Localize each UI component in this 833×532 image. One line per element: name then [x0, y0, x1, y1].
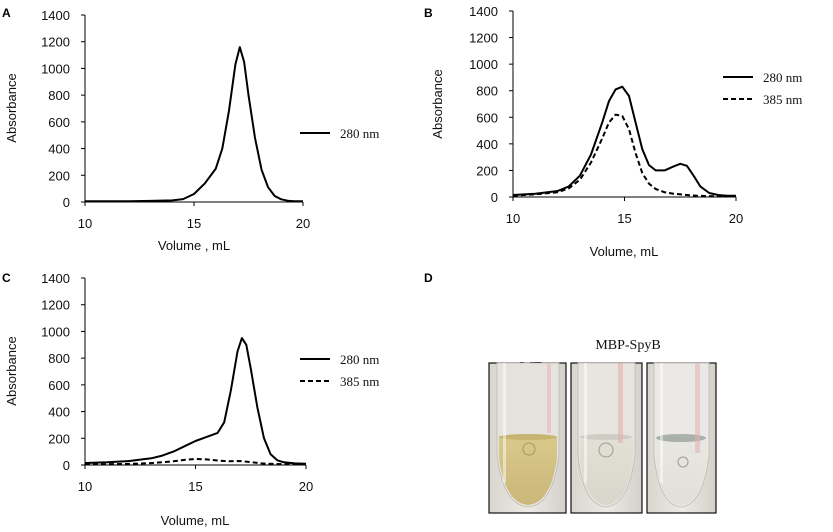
- y-tick-label: 1200: [41, 35, 70, 50]
- chart-c: 0 200 400 600 800 1000 1200 1400 10 15 20 Absorbanc…: [4, 271, 379, 528]
- legend-label: 385 nm: [340, 374, 379, 389]
- chart-a: 0 200 400 600 800 1000 1200 1400 10 15 20 Absorbanc…: [4, 8, 379, 253]
- x-tick-label: 15: [188, 479, 202, 494]
- x-axis-label: Volume, mL: [161, 513, 230, 528]
- panel-d-title: MBP-SpyB: [595, 338, 660, 353]
- y-tick-label: 1200: [469, 31, 498, 46]
- y-tick-label: 1000: [469, 57, 498, 72]
- y-tick-label: 600: [48, 378, 70, 393]
- y-tick-label: 200: [48, 431, 70, 446]
- tube-wt-image: [488, 362, 567, 514]
- tube-double-image: [570, 362, 643, 514]
- y-tick-label: 400: [48, 405, 70, 420]
- x-tick-label: 10: [78, 479, 92, 494]
- y-tick-label: 400: [476, 137, 498, 152]
- x-axis-label: Volume, mL: [590, 244, 659, 259]
- legend-label: 385 nm: [763, 92, 802, 107]
- panel-label-d: D: [424, 271, 433, 285]
- panel-label-c: C: [2, 271, 11, 285]
- y-tick-label: 0: [491, 190, 498, 205]
- panel-d-photo: MBP-SpyB WT Double Quadruple: [488, 338, 717, 514]
- y-tick-label: 800: [476, 84, 498, 99]
- legend-label: 280 nm: [340, 126, 379, 141]
- series-line-385-nm: [512, 113, 737, 198]
- y-tick-label: 200: [48, 168, 70, 183]
- series-line-280-nm: [512, 85, 736, 197]
- y-tick-label: 1000: [41, 324, 70, 339]
- y-axis-label: Absorbance: [430, 69, 445, 138]
- y-tick-label: 1400: [41, 8, 70, 23]
- y-tick-label: 600: [48, 115, 70, 130]
- legend-label: 280 nm: [340, 352, 379, 367]
- x-tick-label: 10: [506, 211, 520, 226]
- y-tick-label: 600: [476, 110, 498, 125]
- y-tick-label: 1400: [41, 271, 70, 286]
- panel-label-b: B: [424, 6, 433, 20]
- x-tick-label: 15: [617, 211, 631, 226]
- x-tick-label: 10: [78, 216, 92, 231]
- chart-b: 0 200 400 600 800 1000 1200 1400 10 15 20 Absorbanc…: [430, 4, 802, 259]
- x-tick-label: 20: [729, 211, 743, 226]
- tube-quadruple-image: [646, 362, 717, 514]
- y-tick-label: 1000: [41, 61, 70, 76]
- x-axis-label: Volume , mL: [158, 238, 230, 253]
- x-tick-label: 15: [187, 216, 201, 231]
- panel-label-a: A: [2, 6, 11, 20]
- y-axis-label: Absorbance: [4, 336, 19, 405]
- y-tick-label: 1200: [41, 298, 70, 313]
- y-tick-label: 0: [63, 458, 70, 473]
- y-tick-label: 1400: [469, 4, 498, 19]
- y-tick-label: 800: [48, 351, 70, 366]
- x-tick-label: 20: [299, 479, 313, 494]
- y-tick-label: 0: [63, 195, 70, 210]
- x-tick-label: 20: [296, 216, 310, 231]
- y-tick-label: 400: [48, 142, 70, 157]
- series-line-280-nm: [84, 337, 307, 465]
- y-axis-label: Absorbance: [4, 73, 19, 142]
- y-tick-label: 800: [48, 88, 70, 103]
- legend-label: 280 nm: [763, 70, 802, 85]
- series-line-280-nm: [85, 46, 303, 203]
- y-tick-label: 200: [476, 163, 498, 178]
